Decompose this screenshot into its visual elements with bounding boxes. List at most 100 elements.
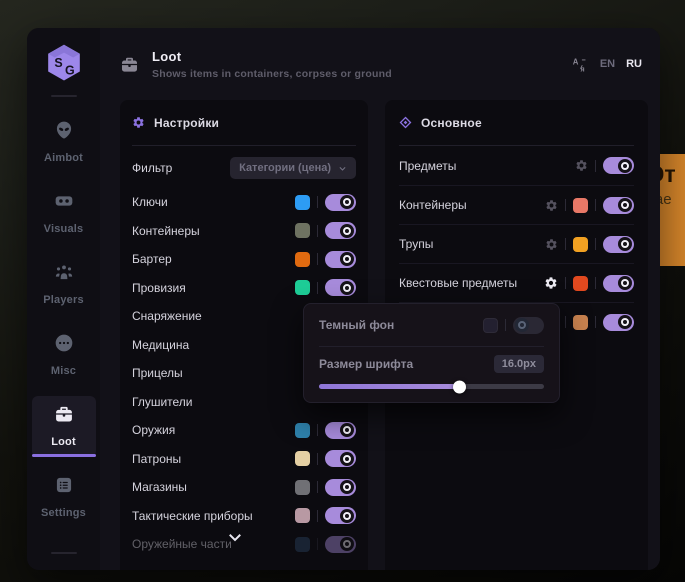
main-panel-header: Основное xyxy=(399,100,634,145)
loot-category-row: Ключи xyxy=(132,188,356,217)
svg-text:S: S xyxy=(54,56,62,70)
color-swatch[interactable] xyxy=(295,251,310,267)
briefcase-icon xyxy=(120,55,139,74)
toggle[interactable] xyxy=(325,450,356,468)
category-label: Медицина xyxy=(132,337,190,352)
toggle[interactable] xyxy=(603,196,634,214)
svg-text:G: G xyxy=(64,64,74,78)
divider xyxy=(132,145,356,146)
color-swatch[interactable] xyxy=(295,223,310,239)
sidebar-item-visuals[interactable]: Visuals xyxy=(32,183,96,244)
filter-dropdown[interactable]: Категории (цена) xyxy=(230,157,356,179)
language-option-en[interactable]: EN xyxy=(599,58,616,70)
divider xyxy=(565,238,566,250)
dark-background-label: Темный фон xyxy=(319,318,395,332)
toggle[interactable] xyxy=(325,478,356,496)
sidebar-item-settings[interactable]: Settings xyxy=(32,467,96,528)
toggle-knob xyxy=(340,280,354,295)
category-label: Оружейные части xyxy=(132,537,232,552)
color-swatch[interactable] xyxy=(295,508,310,524)
filter-row: Фильтр Категории (цена) xyxy=(132,148,356,188)
toggle[interactable] xyxy=(325,250,356,268)
color-swatch[interactable] xyxy=(573,197,588,213)
feature-label: Контейнеры xyxy=(399,198,467,212)
toggle[interactable] xyxy=(513,316,544,334)
divider xyxy=(317,538,318,551)
divider xyxy=(317,509,318,522)
toggle[interactable] xyxy=(325,193,356,211)
color-swatch[interactable] xyxy=(295,536,310,552)
esp-feature-row: Квестовые предметы xyxy=(399,263,634,302)
svg-text:я: я xyxy=(580,65,584,72)
gear-icon[interactable] xyxy=(545,199,558,212)
gear-icon[interactable] xyxy=(575,159,588,172)
category-label: Бартер xyxy=(132,252,172,267)
category-label: Прицелы xyxy=(132,366,183,381)
toggle[interactable] xyxy=(325,222,356,240)
feature-label: Предметы xyxy=(399,158,457,173)
loot-category-row: Бартер xyxy=(132,245,356,274)
sidebar-item-misc[interactable]: Misc xyxy=(32,325,96,386)
toggle[interactable] xyxy=(603,274,634,292)
toggle[interactable] xyxy=(603,235,634,253)
toggle-knob xyxy=(340,480,354,495)
sidebar-item-label: Aimbot xyxy=(43,152,84,164)
gear-icon[interactable] xyxy=(544,276,558,290)
category-label: Магазины xyxy=(132,480,187,495)
scroll-down-chevron-icon[interactable] xyxy=(226,528,244,546)
toggle[interactable] xyxy=(603,157,634,174)
color-swatch[interactable] xyxy=(573,314,588,330)
font-size-label: Размер шрифта xyxy=(319,357,414,371)
color-swatch[interactable] xyxy=(483,317,498,333)
color-swatch[interactable] xyxy=(295,280,310,296)
language-option-ru[interactable]: RU xyxy=(626,58,642,70)
item-settings-popup: Темный фон Размер шрифта 16.0px xyxy=(303,303,560,403)
color-swatch[interactable] xyxy=(295,451,310,467)
feature-label: Квестовые предметы xyxy=(399,276,518,290)
dots-circle-icon xyxy=(54,333,74,358)
briefcase-icon xyxy=(54,404,74,429)
sidebar-item-players[interactable]: Players xyxy=(32,254,96,315)
dark-background-row: Темный фон xyxy=(319,304,544,346)
goggles-icon xyxy=(54,191,74,216)
divider xyxy=(399,145,634,146)
font-size-value[interactable]: 16.0px xyxy=(493,355,544,373)
color-swatch[interactable] xyxy=(295,422,310,438)
slider-fill xyxy=(319,380,466,393)
toggle[interactable] xyxy=(325,507,356,525)
category-label: Патроны xyxy=(132,451,182,466)
toggle-knob xyxy=(340,537,354,552)
color-swatch[interactable] xyxy=(295,479,310,495)
toggle-knob xyxy=(618,315,632,329)
sidebar-item-loot[interactable]: Loot xyxy=(31,396,96,457)
divider xyxy=(565,199,566,211)
toggle-knob xyxy=(340,451,354,466)
esp-feature-row xyxy=(399,302,634,341)
toggle-knob xyxy=(618,198,632,212)
settings-panel-title: Настройки xyxy=(154,115,220,130)
divider xyxy=(595,159,596,172)
loot-category-row: Медицина xyxy=(132,331,356,360)
color-swatch[interactable] xyxy=(295,194,310,210)
players-icon xyxy=(54,262,74,287)
sidebar-item-label: Settings xyxy=(41,507,86,519)
feature-label: Трупы xyxy=(399,237,434,251)
category-label: Ключи xyxy=(132,195,168,210)
divider xyxy=(595,199,596,211)
diamond-icon xyxy=(399,116,412,129)
toggle[interactable] xyxy=(325,535,356,553)
slider-thumb[interactable] xyxy=(452,380,466,393)
esp-feature-row: Трупы xyxy=(399,224,634,263)
font-size-slider[interactable] xyxy=(319,380,544,393)
sidebar-item-label: Visuals xyxy=(43,223,84,235)
toggle-knob xyxy=(618,276,632,290)
color-swatch[interactable] xyxy=(573,275,588,291)
sidebar-item-aimbot[interactable]: Aimbot xyxy=(32,112,96,173)
toggle[interactable] xyxy=(603,313,634,331)
loot-category-row: Оружия xyxy=(132,416,356,445)
color-swatch[interactable] xyxy=(573,236,588,252)
gear-icon[interactable] xyxy=(545,238,558,251)
toggle[interactable] xyxy=(325,279,356,297)
toggle[interactable] xyxy=(325,421,356,439)
loot-category-row: Патроны xyxy=(132,445,356,474)
